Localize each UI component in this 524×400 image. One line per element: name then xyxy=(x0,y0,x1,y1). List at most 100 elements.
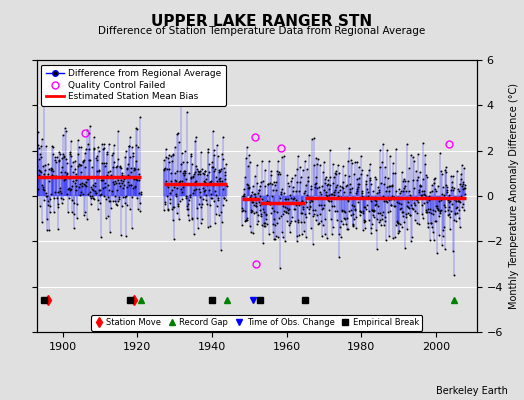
Point xyxy=(256,202,264,208)
Point xyxy=(268,193,277,199)
Point xyxy=(355,175,363,181)
Point xyxy=(168,151,177,157)
Point xyxy=(197,149,205,155)
Point xyxy=(95,166,104,173)
Point xyxy=(406,212,414,218)
Point xyxy=(73,174,81,180)
Point xyxy=(366,198,375,204)
Point xyxy=(360,216,368,223)
Point xyxy=(97,177,105,184)
Point xyxy=(277,213,285,219)
Point xyxy=(269,178,278,185)
Point xyxy=(222,196,231,203)
Point xyxy=(220,195,228,202)
Point xyxy=(195,185,203,192)
Point xyxy=(454,186,462,192)
Point xyxy=(297,219,305,226)
Point xyxy=(401,178,409,184)
Point xyxy=(213,194,222,201)
Point xyxy=(106,168,115,174)
Point xyxy=(189,174,197,180)
Point xyxy=(248,182,257,189)
Point xyxy=(182,193,190,200)
Point xyxy=(327,190,335,197)
Point xyxy=(326,147,334,153)
Point xyxy=(238,208,246,214)
Point xyxy=(392,188,400,194)
Point xyxy=(328,191,336,197)
Point xyxy=(354,180,362,187)
Point xyxy=(428,188,436,194)
Point xyxy=(251,172,259,179)
Point xyxy=(426,237,434,243)
Point xyxy=(206,178,215,184)
Point xyxy=(331,187,339,194)
Point xyxy=(455,188,463,194)
Point xyxy=(278,154,287,160)
Point xyxy=(333,208,341,214)
Point xyxy=(100,160,108,166)
Point xyxy=(315,184,323,190)
Point xyxy=(134,166,142,172)
Point xyxy=(395,228,403,234)
Point xyxy=(409,206,417,212)
Point xyxy=(314,195,322,202)
Point xyxy=(305,199,314,205)
Point xyxy=(179,184,187,190)
Point xyxy=(130,183,139,190)
Point xyxy=(359,204,368,210)
Point xyxy=(339,178,347,185)
Point xyxy=(169,217,177,223)
Point xyxy=(81,182,90,188)
Point xyxy=(70,224,78,231)
Point xyxy=(460,165,468,172)
Point xyxy=(63,190,71,197)
Point xyxy=(218,151,226,157)
Point xyxy=(442,164,450,170)
Point xyxy=(100,141,108,148)
Point xyxy=(421,192,430,198)
Point xyxy=(202,171,211,178)
Point xyxy=(217,178,226,184)
Point xyxy=(68,197,77,203)
Point xyxy=(62,173,70,179)
Point xyxy=(361,218,369,224)
Point xyxy=(313,156,322,163)
Point xyxy=(298,231,307,238)
Point xyxy=(411,208,420,215)
Point xyxy=(114,155,122,162)
Point xyxy=(447,201,456,207)
Point xyxy=(100,193,108,199)
Point xyxy=(315,195,324,202)
Point xyxy=(56,151,64,157)
Point xyxy=(309,206,317,213)
Point xyxy=(299,205,308,212)
Point xyxy=(200,167,209,174)
Point xyxy=(262,212,270,218)
Point xyxy=(56,188,64,194)
Point xyxy=(245,152,253,159)
Point xyxy=(351,206,359,212)
Point xyxy=(192,186,200,192)
Point xyxy=(346,188,354,195)
Point xyxy=(177,91,185,98)
Point xyxy=(309,213,317,219)
Point xyxy=(432,188,440,194)
Point xyxy=(285,222,293,228)
Point xyxy=(105,197,113,204)
Point xyxy=(303,194,312,200)
Point xyxy=(57,168,66,175)
Point xyxy=(394,220,402,226)
Point xyxy=(202,192,211,198)
Point xyxy=(444,212,452,218)
Point xyxy=(93,153,102,159)
Point xyxy=(165,166,173,172)
Point xyxy=(455,199,464,205)
Point xyxy=(417,192,425,198)
Point xyxy=(133,126,141,132)
Point xyxy=(205,178,214,185)
Point xyxy=(416,183,424,190)
Point xyxy=(70,166,79,172)
Point xyxy=(352,186,361,193)
Point xyxy=(357,209,365,216)
